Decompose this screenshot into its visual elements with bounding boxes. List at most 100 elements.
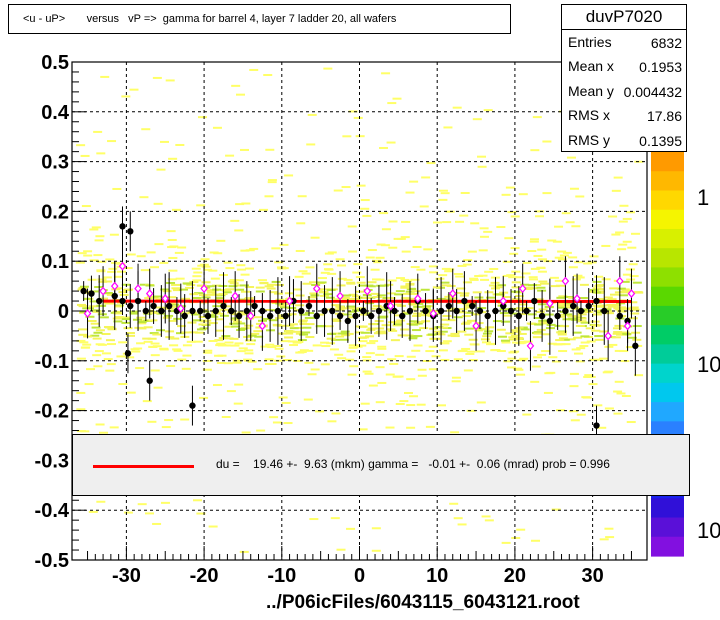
density-cell <box>408 323 418 326</box>
profile-point <box>321 307 328 315</box>
density-cell <box>310 368 320 371</box>
density-cell <box>152 333 162 336</box>
density-cell <box>299 333 309 336</box>
density-cell <box>621 289 631 292</box>
density-cell <box>628 301 638 304</box>
density-cell <box>462 281 472 284</box>
density-cell <box>175 143 185 146</box>
density-cell <box>207 291 217 294</box>
density-cell <box>214 354 224 357</box>
density-cell <box>440 323 450 326</box>
density-cell <box>200 258 210 261</box>
density-cell <box>519 357 529 360</box>
density-cell <box>346 305 356 308</box>
density-cell <box>621 394 631 397</box>
density-cell <box>604 407 614 410</box>
profile-point <box>601 307 608 315</box>
density-cell <box>348 344 358 347</box>
density-cell <box>337 307 347 310</box>
profile-point <box>313 312 320 320</box>
density-cell <box>123 327 133 330</box>
density-cell <box>562 304 572 307</box>
stats-row-entries: Entries 6832 <box>562 30 686 54</box>
density-cell <box>166 281 176 284</box>
density-cell <box>266 287 276 290</box>
open-marker <box>429 309 438 318</box>
density-cell <box>253 330 263 333</box>
density-cell <box>238 327 248 330</box>
open-marker <box>623 321 632 331</box>
profile-point <box>150 302 157 310</box>
density-cell <box>111 288 121 291</box>
density-cell <box>580 308 590 311</box>
open-marker <box>258 321 267 331</box>
density-cell <box>531 365 541 368</box>
density-cell <box>105 258 115 261</box>
density-cell <box>229 282 239 285</box>
density-cell <box>95 235 105 238</box>
stats-row-mean-x: Mean x 0.1953 <box>562 54 686 78</box>
density-cell <box>516 373 526 376</box>
density-cell <box>482 335 492 338</box>
density-cell <box>614 380 624 383</box>
density-cell <box>566 156 576 159</box>
density-cell <box>404 391 414 394</box>
density-cell <box>173 317 183 320</box>
density-cell <box>433 221 443 224</box>
density-cell <box>626 211 636 214</box>
density-cell <box>284 174 294 177</box>
density-cell <box>395 402 405 405</box>
density-cell <box>79 285 89 288</box>
density-cell <box>196 204 206 207</box>
density-cell <box>301 272 311 275</box>
density-cell <box>595 288 605 291</box>
density-cell <box>394 293 404 296</box>
density-cell <box>629 275 639 278</box>
density-cell <box>457 330 467 333</box>
density-cell <box>606 303 616 306</box>
density-cell <box>428 345 438 348</box>
density-cell <box>629 306 639 309</box>
density-cell <box>574 261 584 264</box>
density-cell <box>165 79 175 82</box>
density-cell <box>428 368 438 371</box>
density-cell <box>503 360 513 363</box>
density-cell <box>455 275 465 278</box>
density-cell <box>464 311 474 314</box>
density-cell <box>411 349 421 352</box>
density-cell <box>254 335 264 338</box>
profile-point <box>616 312 624 320</box>
density-cell <box>442 315 452 318</box>
density-cell <box>392 97 402 100</box>
density-cell <box>208 322 218 325</box>
density-cell <box>387 279 397 282</box>
density-cell <box>153 202 163 205</box>
density-cell <box>356 281 366 284</box>
density-cell <box>511 329 521 332</box>
density-cell <box>592 313 602 316</box>
density-cell <box>533 331 543 334</box>
profile-point <box>243 307 251 315</box>
density-cell <box>625 346 635 349</box>
density-cell <box>324 268 334 271</box>
density-cell <box>177 358 187 361</box>
density-cell <box>362 356 372 359</box>
density-cell <box>107 327 117 330</box>
open-marker <box>573 294 581 303</box>
density-cell <box>244 352 254 355</box>
profile-point <box>406 307 414 315</box>
density-cell <box>234 279 244 282</box>
density-cell <box>87 320 97 323</box>
density-cell <box>190 313 200 316</box>
density-cell <box>375 401 385 404</box>
stats-row-rms-x: RMS x 17.86 <box>562 103 686 127</box>
density-cell <box>510 334 520 337</box>
density-cell <box>192 499 202 502</box>
density-cell <box>409 395 419 398</box>
density-cell <box>436 404 446 407</box>
density-cell <box>400 286 410 289</box>
density-cell <box>264 195 274 198</box>
density-cell <box>478 274 488 277</box>
density-cell <box>604 527 614 530</box>
density-cell <box>274 261 284 264</box>
